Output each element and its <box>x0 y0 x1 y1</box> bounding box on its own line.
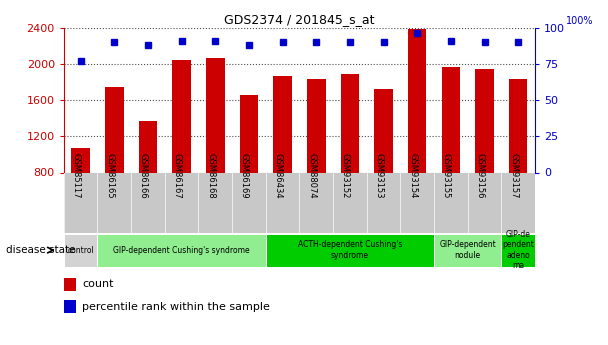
Bar <box>441 68 460 172</box>
Text: GSM93154: GSM93154 <box>408 153 417 198</box>
Text: control: control <box>67 246 94 255</box>
Bar <box>240 95 258 172</box>
Text: GSM93155: GSM93155 <box>442 153 451 198</box>
Bar <box>266 234 434 267</box>
Bar <box>502 234 535 267</box>
Text: count: count <box>82 279 114 289</box>
Text: GIP-dependent Cushing's syndrome: GIP-dependent Cushing's syndrome <box>113 246 250 255</box>
Text: GSM93153: GSM93153 <box>375 153 384 198</box>
Text: GSM93157: GSM93157 <box>510 153 518 198</box>
Title: GDS2374 / 201845_s_at: GDS2374 / 201845_s_at <box>224 13 375 27</box>
Bar <box>64 300 76 313</box>
Text: GIP-de
pendent
adeno
ma: GIP-de pendent adeno ma <box>502 230 534 270</box>
Bar <box>139 121 157 172</box>
Bar <box>434 234 502 267</box>
Bar <box>206 58 224 172</box>
Text: 100%: 100% <box>565 16 593 26</box>
Text: disease state: disease state <box>6 245 75 255</box>
Bar <box>64 277 76 291</box>
Bar <box>375 89 393 172</box>
Text: GSM86434: GSM86434 <box>274 153 283 198</box>
Text: percentile rank within the sample: percentile rank within the sample <box>82 302 270 312</box>
Text: ACTH-dependent Cushing's
syndrome: ACTH-dependent Cushing's syndrome <box>298 240 402 260</box>
Text: GSM86167: GSM86167 <box>173 152 182 198</box>
Text: GSM86165: GSM86165 <box>105 153 114 198</box>
Bar <box>408 29 426 172</box>
Bar <box>105 87 123 172</box>
Text: GSM93152: GSM93152 <box>341 153 350 198</box>
Bar <box>307 79 325 172</box>
Bar <box>274 76 292 172</box>
Text: GSM88074: GSM88074 <box>307 153 316 198</box>
Bar <box>71 148 90 172</box>
Bar <box>173 60 191 172</box>
Text: GIP-dependent
nodule: GIP-dependent nodule <box>440 240 496 260</box>
Bar <box>340 74 359 172</box>
Bar <box>97 234 266 267</box>
Text: GSM86166: GSM86166 <box>139 152 148 198</box>
Bar <box>509 79 528 172</box>
Text: GSM93156: GSM93156 <box>475 153 485 198</box>
Text: GSM85117: GSM85117 <box>72 153 81 198</box>
Text: GSM86168: GSM86168 <box>206 152 215 198</box>
Bar <box>64 234 97 267</box>
Text: GSM86169: GSM86169 <box>240 153 249 198</box>
Bar <box>475 69 494 172</box>
